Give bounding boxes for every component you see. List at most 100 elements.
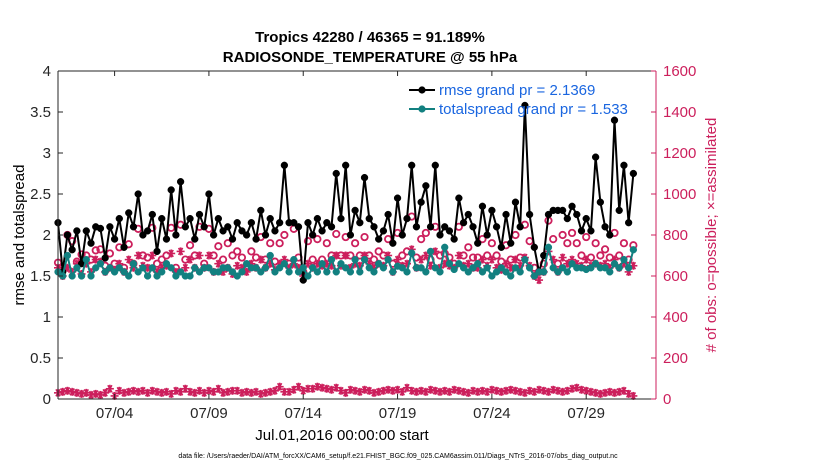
- totalspread-point: [238, 268, 246, 276]
- totalspread-point: [370, 268, 378, 276]
- rmse-point: [436, 231, 444, 239]
- rmse-point: [351, 206, 359, 215]
- low-count-marker: [247, 388, 256, 397]
- rmse-point: [577, 227, 586, 235]
- rmse-point: [346, 231, 355, 239]
- rmse-point: [412, 223, 421, 231]
- rmse-point: [455, 194, 463, 202]
- totalspread-point: [450, 265, 458, 274]
- totalspread-point: [299, 264, 307, 272]
- low-count-marker: [346, 385, 355, 394]
- possible-marker: [91, 246, 100, 255]
- low-count-marker: [568, 384, 577, 393]
- low-count-marker: [596, 389, 605, 398]
- y-tick-label-left: 0: [43, 391, 51, 408]
- totalspread-point: [172, 272, 180, 280]
- x-tick-label: 07/04: [96, 405, 134, 422]
- rmse-point: [629, 169, 638, 178]
- rmse-point: [181, 223, 189, 231]
- low-count-marker: [478, 386, 487, 395]
- totalspread-point: [558, 264, 567, 272]
- low-count-marker: [417, 386, 426, 395]
- chart-subtitle: RADIOSONDE_TEMPERATURE @ 55 hPa: [223, 49, 518, 66]
- totalspread-point: [313, 268, 322, 276]
- assimilated-marker: [464, 259, 473, 268]
- totalspread-point: [134, 268, 142, 276]
- y-tick-label-right: 400: [663, 309, 688, 326]
- totalspread-point: [304, 272, 312, 280]
- low-count-marker: [270, 386, 279, 395]
- totalspread-point: [125, 272, 133, 280]
- rmse-point: [587, 227, 595, 235]
- assimilated-marker: [148, 251, 157, 260]
- rmse-point: [356, 219, 364, 227]
- totalspread-point: [502, 268, 510, 276]
- possible-marker: [237, 253, 247, 262]
- assimilated-marker: [502, 259, 511, 268]
- possible-marker: [549, 235, 558, 244]
- low-count-marker: [454, 386, 463, 395]
- low-count-marker: [101, 388, 110, 397]
- rmse-point: [398, 231, 406, 239]
- low-count-marker: [586, 387, 595, 396]
- y-tick-label-right: 1600: [663, 63, 696, 80]
- rmse-point: [290, 219, 298, 227]
- assimilated-marker: [558, 253, 567, 262]
- low-count-marker: [313, 382, 322, 391]
- rmse-point: [525, 210, 534, 219]
- y-tick-label-right: 1000: [663, 186, 696, 203]
- low-count-marker: [497, 387, 506, 396]
- rmse-point: [620, 161, 628, 169]
- rmse-point: [167, 186, 175, 194]
- low-count-marker: [148, 386, 157, 395]
- totalspread-point: [214, 268, 222, 276]
- y-tick-label-right: 0: [663, 391, 671, 408]
- low-count-marker: [374, 387, 383, 396]
- totalspread-point: [318, 260, 326, 268]
- y-tick-label-left: 2.5: [30, 186, 51, 203]
- low-count-marker: [577, 385, 586, 394]
- totalspread-point: [186, 272, 194, 280]
- totalspread-point: [228, 268, 237, 276]
- possible-marker: [582, 232, 591, 242]
- low-count-marker: [615, 387, 624, 396]
- low-count-marker: [134, 387, 143, 396]
- assimilated-marker: [176, 247, 185, 256]
- rmse-point: [294, 223, 303, 231]
- legend-rmse-label: rmse grand pr = 2.1369: [439, 82, 595, 99]
- assimilated-marker: [417, 255, 426, 264]
- low-count-marker: [237, 388, 246, 397]
- rmse-point: [110, 235, 119, 243]
- low-count-marker: [129, 386, 138, 395]
- low-count-marker: [261, 388, 270, 397]
- rmse-point: [228, 235, 237, 243]
- rmse-point: [299, 276, 307, 284]
- rmse-point: [502, 210, 510, 219]
- possible-marker: [567, 228, 577, 238]
- possible-marker: [577, 251, 586, 260]
- rmse-point: [558, 206, 567, 215]
- low-count-marker: [553, 386, 562, 395]
- assimilated-marker: [582, 255, 591, 264]
- line-series-layer: [54, 101, 638, 284]
- low-count-marker: [242, 387, 251, 396]
- totalspread-point: [271, 268, 279, 276]
- assimilated-marker: [487, 255, 496, 264]
- totalspread-point: [68, 272, 76, 280]
- possible-marker: [332, 229, 341, 239]
- low-count-marker: [487, 385, 496, 394]
- totalspread-point: [148, 264, 156, 272]
- rmse-point: [195, 210, 204, 219]
- rmse-point: [266, 214, 274, 223]
- rmse-point: [426, 223, 435, 231]
- low-count-marker: [469, 386, 478, 395]
- rmse-point: [497, 243, 505, 251]
- totalspread-point: [139, 264, 147, 272]
- assimilated-marker: [332, 251, 341, 260]
- low-count-marker: [525, 386, 534, 395]
- low-count-marker: [68, 387, 77, 396]
- possible-marker: [223, 239, 232, 248]
- low-count-marker: [450, 385, 459, 394]
- low-count-marker: [426, 385, 435, 394]
- x-axis-label: Jul.01,2016 00:00:00 start: [255, 427, 429, 444]
